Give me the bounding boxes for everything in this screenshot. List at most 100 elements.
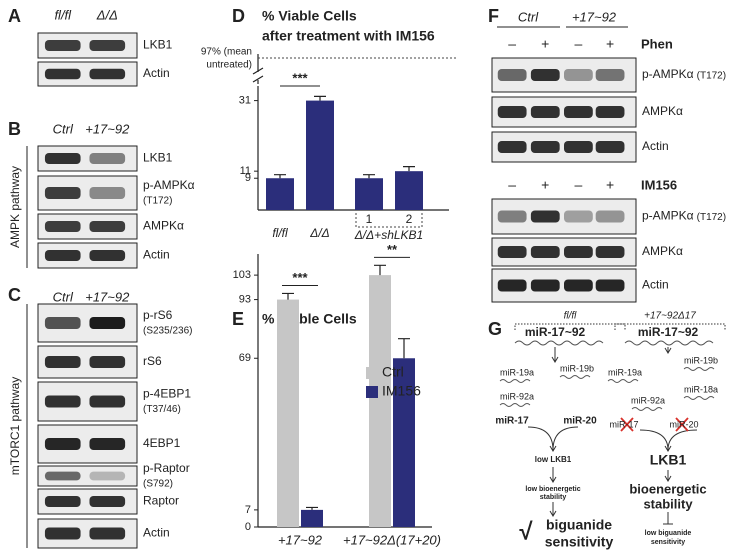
mirna: miR-20	[563, 416, 597, 427]
blot-band	[497, 246, 527, 258]
blot-band	[89, 221, 126, 232]
precursor: miR-17~92	[638, 325, 699, 339]
treatment-sign: –	[575, 177, 583, 193]
y-tick-label: 93	[239, 293, 251, 305]
mirna: miR-20	[669, 419, 698, 429]
y-tick-label: 103	[233, 269, 251, 281]
mirna: miR-18a	[684, 384, 718, 394]
blot-band	[530, 141, 560, 153]
blot-band	[564, 141, 593, 153]
blot-label: rS6	[143, 354, 162, 368]
blot-band	[89, 471, 126, 481]
pathway-label: mTORC1 pathway	[8, 377, 22, 475]
bracket	[514, 323, 626, 330]
lkb1-level: low LKB1	[535, 455, 572, 464]
panel-label: C	[8, 285, 21, 305]
bar	[393, 358, 415, 527]
precursor: miR-17~92	[525, 325, 586, 339]
lkb1-level: LKB1	[650, 452, 687, 468]
rna-strand	[624, 340, 714, 346]
blot-band	[497, 69, 527, 81]
treatment-sign: +	[541, 177, 549, 193]
blot-band	[497, 141, 527, 153]
bar	[355, 178, 383, 210]
mirna: miR-92a	[500, 391, 534, 401]
blot-band	[89, 153, 126, 164]
blot-site: (S235/236)	[143, 326, 192, 337]
blot-band	[44, 187, 81, 199]
reference-label: untreated)	[206, 60, 252, 71]
blot-band	[89, 317, 126, 329]
bar	[277, 299, 299, 527]
blot-band	[89, 68, 126, 80]
x-tick-label: Δ/Δ	[309, 226, 329, 240]
blot-label: 4EBP1	[143, 436, 181, 450]
bar	[395, 171, 423, 210]
panel-label: D	[232, 6, 245, 26]
blot-band	[44, 356, 81, 368]
bar	[369, 275, 391, 527]
blot-band	[89, 395, 126, 408]
inhibition	[663, 512, 673, 525]
blot-label: p-4EBP1	[143, 387, 191, 401]
blot-band	[530, 106, 560, 118]
blot-label: p-AMPKα	[642, 67, 694, 81]
blot-site: (T172)	[143, 196, 172, 207]
error-bar	[398, 338, 410, 359]
outcome: biguanide	[546, 517, 612, 533]
diagram-shapes	[499, 323, 726, 525]
x-tick-label: 2	[406, 212, 413, 226]
arrow	[551, 347, 559, 363]
blot-site: (T172)	[697, 212, 726, 223]
blot-band	[89, 438, 126, 450]
y-tick-label: 7	[245, 504, 251, 516]
treatment-sign: +	[606, 36, 614, 52]
error-bar	[274, 174, 286, 179]
significance: ***	[292, 70, 308, 85]
blot-band	[44, 250, 81, 261]
rna-strand	[607, 367, 715, 411]
blot-band	[44, 395, 81, 408]
blot-band	[564, 210, 593, 223]
blot-band	[595, 210, 625, 223]
bracket	[614, 323, 726, 330]
x-tick-label: +17~92	[278, 532, 323, 547]
bar	[306, 100, 334, 210]
bar	[301, 509, 323, 527]
treatment-sign: –	[508, 36, 516, 52]
stability: bioenergetic	[629, 481, 706, 496]
panel-label: G	[488, 319, 502, 339]
mirna: miR-17	[495, 416, 529, 427]
blot-label: p-AMPKα	[143, 178, 195, 192]
blot-band	[44, 317, 81, 329]
treatment-name: Phen	[641, 36, 673, 51]
blot-band	[44, 496, 81, 507]
column-header: Ctrl	[518, 9, 539, 24]
blot-label: Raptor	[143, 494, 179, 508]
blot-label: Actin	[143, 248, 170, 262]
error-bar	[314, 95, 326, 101]
x-tick-label: fl/fl	[272, 226, 288, 240]
blot-band	[595, 279, 625, 292]
legend-swatch	[366, 367, 378, 379]
blot-membrane	[37, 465, 138, 487]
blot-band	[595, 141, 625, 153]
mirna: miR-19a	[500, 367, 534, 377]
blot-site: (T172)	[697, 71, 726, 82]
arrow	[527, 426, 579, 452]
treatment-sign: +	[606, 177, 614, 193]
blot-label: AMPKα	[642, 244, 683, 258]
blot-band	[44, 438, 81, 450]
blot-label: LKB1	[143, 151, 173, 165]
blot-band	[44, 40, 81, 51]
arrow	[664, 470, 672, 482]
check-mark: √	[519, 518, 533, 545]
diagram-header: fl/fl	[564, 311, 578, 322]
outcome: low biguanide	[645, 530, 692, 537]
blot-band	[595, 106, 625, 118]
blot-label: p-Raptor	[143, 461, 190, 475]
outcome: sensitivity	[651, 539, 685, 546]
blot-band	[44, 153, 81, 164]
y-tick-label: 31	[239, 94, 251, 106]
blot-band	[89, 187, 126, 199]
